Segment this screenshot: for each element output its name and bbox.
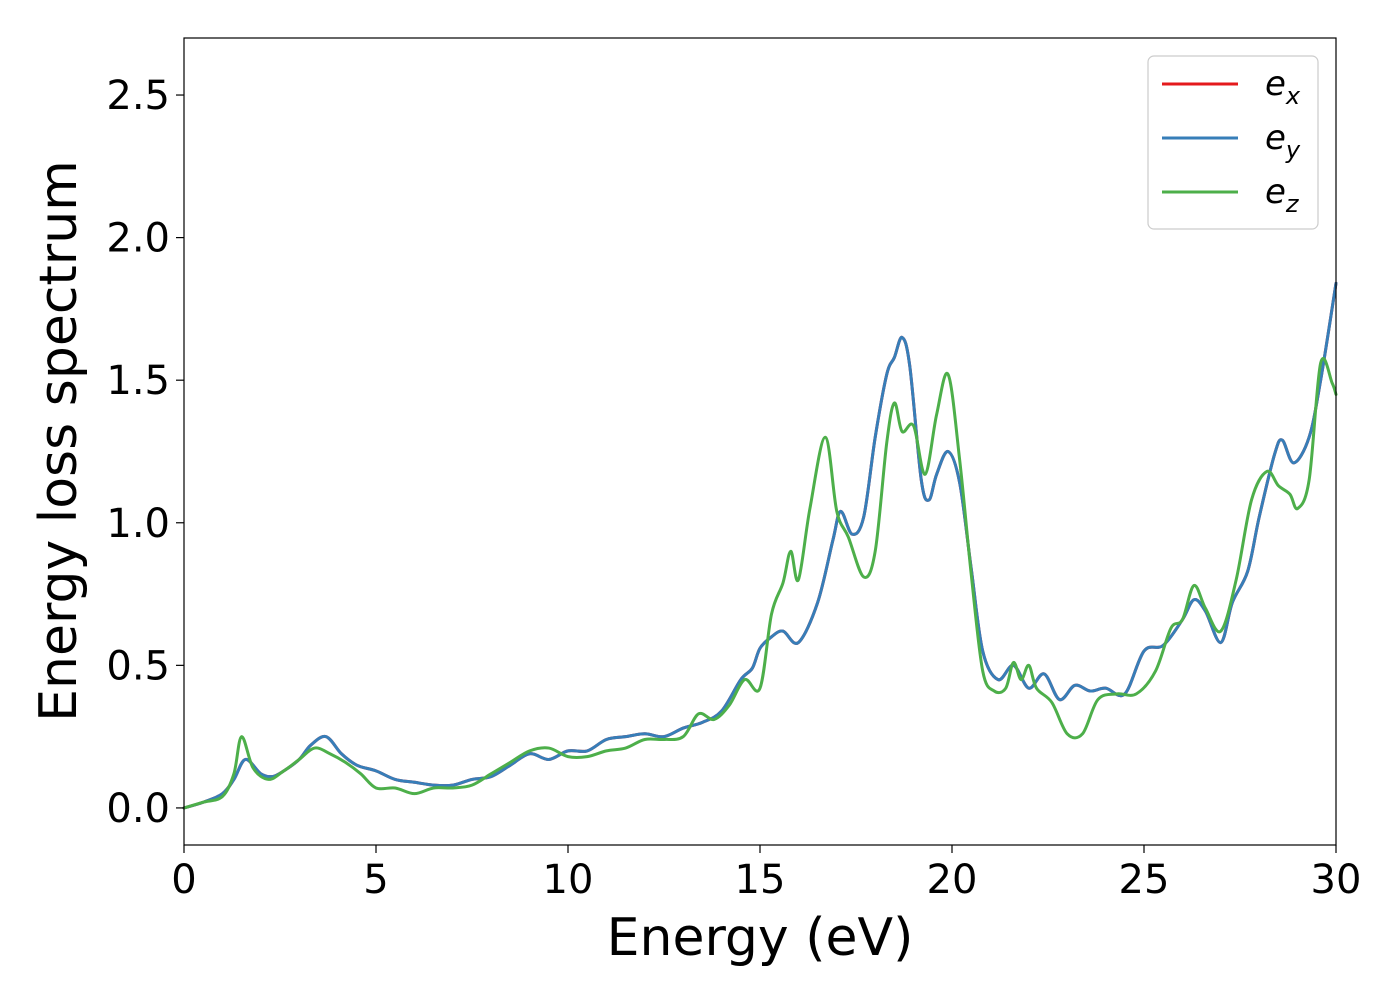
x-tick-label: 20 xyxy=(927,857,978,903)
y-tick-label: 1.0 xyxy=(106,501,170,547)
legend: ex ey ez xyxy=(1147,55,1319,230)
x-axis-title: Energy (eV) xyxy=(607,908,914,968)
x-axis: 0 5 10 15 20 25 30 xyxy=(171,845,1361,903)
x-tick-label: 30 xyxy=(1311,857,1362,903)
legend-box xyxy=(1147,55,1319,230)
y-tick-label: 1.5 xyxy=(106,358,170,404)
legend-label-y: ey xyxy=(1265,118,1301,164)
plot-area xyxy=(184,38,1336,845)
legend-label-x: ex xyxy=(1265,64,1301,110)
legend-label-z: ez xyxy=(1265,172,1300,218)
y-axis-title: Energy loss spectrum xyxy=(29,160,89,722)
x-tick-label: 5 xyxy=(363,857,388,903)
series-layer xyxy=(182,281,1338,810)
x-tick-label: 10 xyxy=(543,857,594,903)
y-axis: 0.0 0.5 1.0 1.5 2.0 2.5 xyxy=(106,73,184,832)
y-tick-label: 0.0 xyxy=(106,786,170,832)
y-tick-label: 2.0 xyxy=(106,216,170,262)
x-tick-label: 25 xyxy=(1119,857,1170,903)
x-tick-label: 15 xyxy=(735,857,786,903)
legend-entries: ex ey ez xyxy=(1162,64,1301,218)
series-line-z xyxy=(182,357,1338,810)
y-tick-label: 0.5 xyxy=(106,643,170,689)
y-tick-label: 2.5 xyxy=(106,73,170,119)
x-tick-label: 0 xyxy=(171,857,196,903)
